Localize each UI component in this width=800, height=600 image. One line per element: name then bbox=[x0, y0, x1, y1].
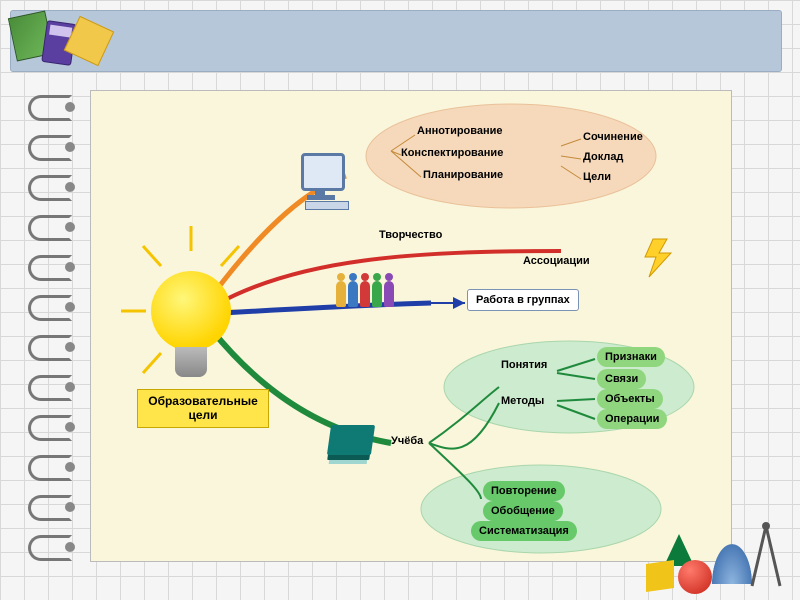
central-label-line1: Образовательные bbox=[148, 394, 258, 408]
node-annotating: Аннотирование bbox=[417, 125, 503, 137]
node-concepts: Понятия bbox=[501, 359, 547, 371]
spiral-binding bbox=[28, 88, 68, 568]
notebook-icon bbox=[327, 425, 375, 455]
node-groupwork: Работа в группах bbox=[467, 289, 579, 311]
lightbulb-base-icon bbox=[175, 347, 207, 377]
node-goals: Цели bbox=[583, 171, 611, 183]
node-methods: Методы bbox=[501, 395, 544, 407]
people-icon bbox=[335, 281, 395, 307]
lightbulb-icon bbox=[151, 271, 231, 351]
central-label: Образовательные цели bbox=[137, 389, 269, 428]
central-label-line2: цели bbox=[188, 408, 217, 422]
node-report: Доклад bbox=[583, 151, 623, 163]
branch-blue bbox=[223, 303, 431, 313]
mindmap-canvas: Образовательные цели Аннотирование Консп… bbox=[90, 90, 732, 562]
pill-features: Признаки bbox=[597, 347, 665, 367]
node-study: Учёба bbox=[391, 435, 423, 447]
computer-icon bbox=[301, 153, 351, 207]
pill-systematize: Систематизация bbox=[471, 521, 577, 541]
pill-operations: Операции bbox=[597, 409, 667, 429]
node-creativity: Творчество bbox=[379, 229, 442, 241]
compass-icon bbox=[746, 520, 786, 590]
pill-generalize: Обобщение bbox=[483, 501, 563, 521]
pill-repeat: Повторение bbox=[483, 481, 565, 501]
node-planning: Планирование bbox=[423, 169, 503, 181]
node-essay: Сочинение bbox=[583, 131, 643, 143]
node-associations: Ассоциации bbox=[523, 255, 590, 267]
lightning-icon bbox=[645, 239, 671, 277]
pill-links: Связи bbox=[597, 369, 646, 389]
header-bar bbox=[10, 10, 782, 72]
pill-objects: Объекты bbox=[597, 389, 663, 409]
corner-shapes-icon bbox=[642, 504, 792, 594]
node-notetaking: Конспектирование bbox=[401, 147, 503, 159]
